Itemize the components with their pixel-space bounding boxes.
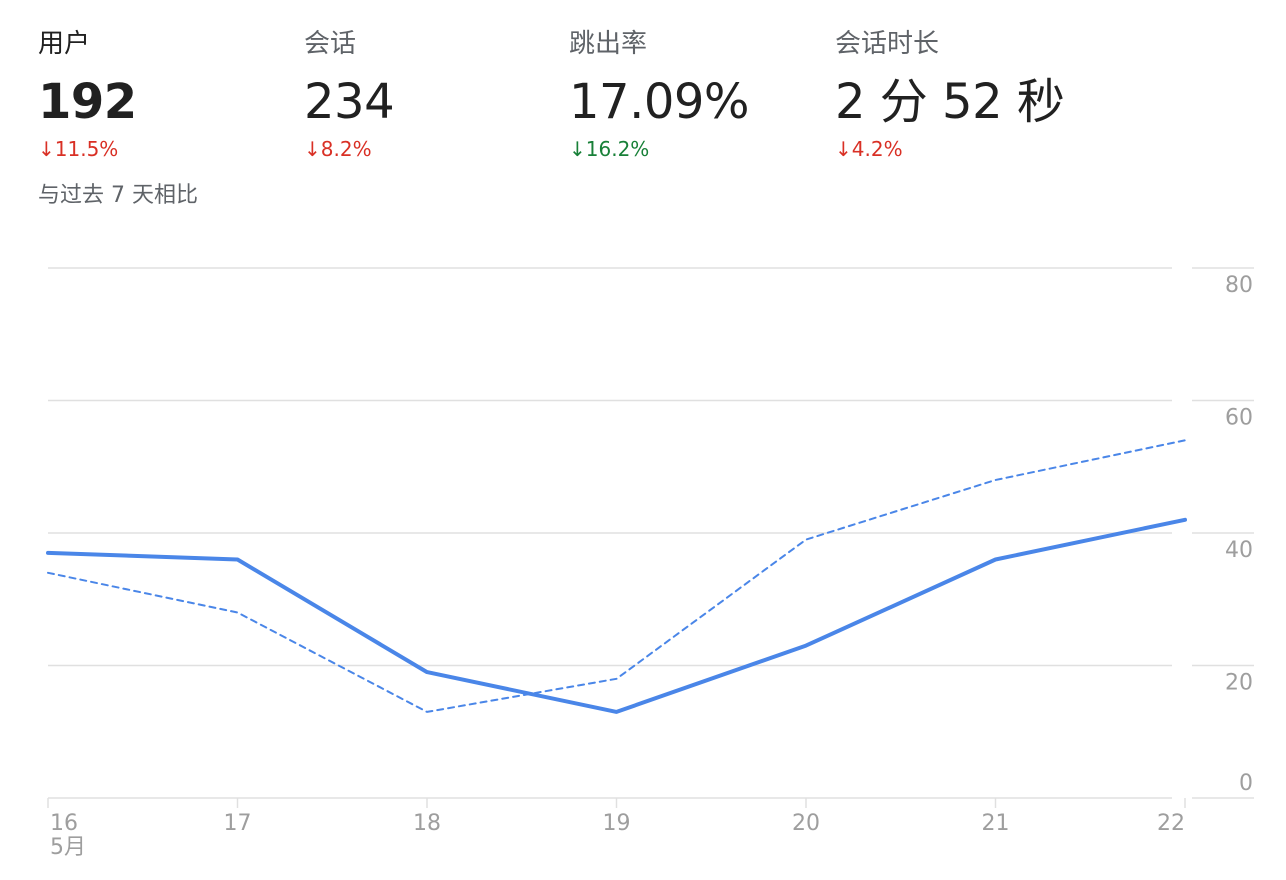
y-tick-label: 60 bbox=[1225, 406, 1253, 431]
arrow-down-icon: ↓ bbox=[569, 137, 586, 161]
metric-value: 234 bbox=[304, 74, 395, 130]
change-percent: 16.2% bbox=[585, 137, 650, 161]
metric-label: 用户 bbox=[38, 29, 91, 59]
metric-value: 17.09% bbox=[569, 74, 750, 130]
x-tick-label: 16 bbox=[50, 811, 78, 836]
x-month-label: 5月 bbox=[50, 835, 86, 860]
x-tick-label: 17 bbox=[224, 811, 252, 836]
arrow-down-icon: ↓ bbox=[835, 137, 852, 161]
x-tick-label: 18 bbox=[413, 811, 441, 836]
metric-change: ↓8.2% bbox=[304, 136, 394, 162]
metric-change: ↓11.5% bbox=[38, 136, 137, 162]
arrow-down-icon: ↓ bbox=[38, 137, 55, 161]
x-tick-label: 20 bbox=[792, 811, 820, 836]
change-percent: 11.5% bbox=[54, 137, 119, 161]
line-chart[interactable]: 0 20 40 60 80 16 17 18 19 20 21 22 5月 bbox=[0, 250, 1286, 880]
change-percent: 8.2% bbox=[320, 137, 372, 161]
y-tick-label: 80 bbox=[1225, 273, 1253, 298]
metric-value: 2 分 52 秒 bbox=[835, 74, 1065, 130]
x-tick-label: 19 bbox=[603, 811, 631, 836]
metric-value: 192 bbox=[38, 74, 137, 130]
y-tick-label: 40 bbox=[1225, 538, 1253, 563]
metric-change: ↓4.2% bbox=[835, 136, 1064, 162]
change-percent: 4.2% bbox=[851, 137, 903, 161]
compare-note: 与过去 7 天相比 bbox=[38, 183, 198, 208]
series-line-previous-period bbox=[47, 439, 1186, 713]
y-tick-label: 0 bbox=[1239, 771, 1253, 796]
metric-label: 跳出率 bbox=[569, 29, 648, 59]
x-tick-label: 22 bbox=[1157, 811, 1185, 836]
metric-bounce-rate[interactable]: 跳出率 17.09% ↓16.2% bbox=[569, 28, 750, 162]
arrow-down-icon: ↓ bbox=[304, 137, 321, 161]
metric-label: 会话 bbox=[304, 29, 357, 59]
x-tick-label: 21 bbox=[982, 811, 1010, 836]
y-tick-label: 20 bbox=[1225, 671, 1253, 696]
metric-sessions[interactable]: 会话 234 ↓8.2% bbox=[304, 28, 395, 162]
metric-session-duration[interactable]: 会话时长 2 分 52 秒 ↓4.2% bbox=[835, 28, 1065, 162]
metric-change: ↓16.2% bbox=[569, 136, 749, 162]
metric-users[interactable]: 用户 192 ↓11.5% bbox=[38, 28, 137, 162]
metric-label: 会话时长 bbox=[835, 29, 940, 59]
series-line-current-period bbox=[46, 517, 1187, 714]
